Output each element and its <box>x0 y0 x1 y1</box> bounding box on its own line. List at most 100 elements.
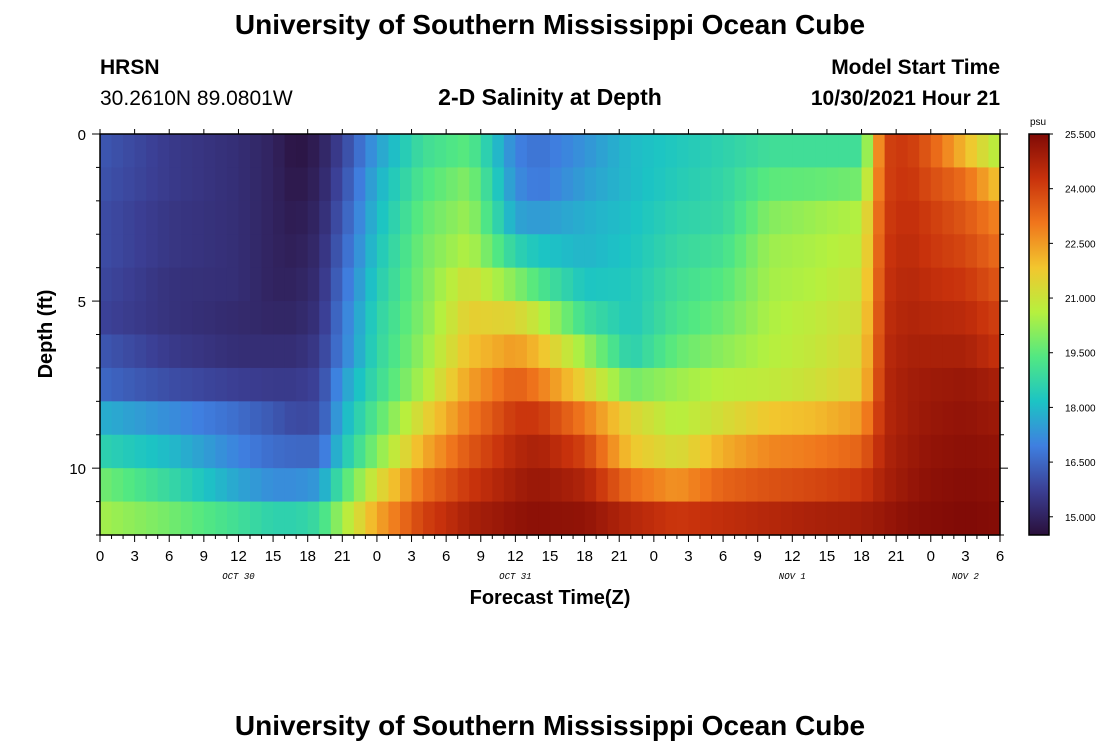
heatmap-cell <box>550 468 563 503</box>
heatmap-cell <box>723 468 736 503</box>
heatmap-cell <box>515 301 528 336</box>
heatmap-cell <box>976 200 990 235</box>
heatmap-cell <box>607 434 620 469</box>
heatmap-cell <box>665 401 678 436</box>
heatmap-cell <box>342 434 355 469</box>
heatmap-cell <box>665 267 678 302</box>
heatmap-cell <box>376 301 390 336</box>
heatmap-cell <box>353 434 366 469</box>
heatmap-cell <box>538 367 551 402</box>
heatmap-cell <box>284 501 297 536</box>
heatmap-cell <box>434 501 447 536</box>
heatmap-cell <box>376 367 390 402</box>
heatmap-cell <box>607 367 620 402</box>
y-tick-label: 0 <box>78 127 86 144</box>
x-tick-label: 21 <box>888 548 905 565</box>
heatmap-cell <box>261 200 274 235</box>
heatmap-cell <box>665 167 678 202</box>
heatmap-cell <box>550 134 563 169</box>
heatmap-cell <box>261 134 274 169</box>
heatmap-cell <box>550 367 563 402</box>
heatmap-cell <box>942 234 955 269</box>
heatmap-cell <box>861 401 874 436</box>
heatmap-cell <box>123 501 136 536</box>
heatmap-cell <box>330 301 343 336</box>
heatmap-cell <box>238 367 251 402</box>
heatmap-cell <box>192 234 205 269</box>
heatmap-cell <box>411 301 424 336</box>
heatmap-cell <box>746 468 759 503</box>
heatmap-cell <box>146 167 159 202</box>
heatmap-cell <box>376 334 390 369</box>
heatmap-cell <box>123 434 136 469</box>
heatmap-cell <box>953 134 966 169</box>
heatmap-cell <box>907 434 920 469</box>
heatmap-cell <box>700 167 713 202</box>
heatmap-cell <box>688 134 701 169</box>
heatmap-cell <box>711 434 724 469</box>
model-start-time: 10/30/2021 Hour 21 <box>810 87 1000 110</box>
heatmap-cell <box>307 301 320 336</box>
heatmap-cell <box>653 334 666 369</box>
heatmap-cell <box>746 234 759 269</box>
heatmap-cell <box>757 234 770 269</box>
heatmap-cell <box>653 367 666 402</box>
heatmap-cell <box>803 334 816 369</box>
heatmap-cell <box>584 334 597 369</box>
heatmap-cell <box>284 367 297 402</box>
heatmap-cell <box>838 167 851 202</box>
heatmap-cell <box>919 301 932 336</box>
heatmap-cell <box>365 468 378 503</box>
heatmap-cell <box>226 167 240 202</box>
heatmap-cell <box>215 401 228 436</box>
heatmap-cell <box>803 234 816 269</box>
heatmap-cell <box>596 234 609 269</box>
heatmap-cell <box>411 401 424 436</box>
heatmap-cell <box>250 301 263 336</box>
x-tick-label: 0 <box>373 548 381 565</box>
heatmap-cell <box>573 200 586 235</box>
heatmap-cell <box>365 501 378 536</box>
heatmap-cell <box>400 434 413 469</box>
heatmap-cell <box>434 434 447 469</box>
heatmap-cell <box>723 134 736 169</box>
heatmap-cell <box>792 267 805 302</box>
heatmap-cell <box>838 301 851 336</box>
heatmap-cell <box>884 134 897 169</box>
heatmap-cell <box>411 367 424 402</box>
heatmap-cell <box>976 234 990 269</box>
heatmap-cell <box>919 234 932 269</box>
heatmap-cell <box>815 501 828 536</box>
heatmap-cell <box>457 234 470 269</box>
heatmap-cell <box>907 167 920 202</box>
heatmap-cell <box>111 468 124 503</box>
heatmap-cell <box>550 401 563 436</box>
heatmap-cell <box>434 200 447 235</box>
heatmap-cell <box>653 501 666 536</box>
heatmap-cell <box>284 200 297 235</box>
heatmap-cell <box>423 200 436 235</box>
heatmap-cell <box>123 468 136 503</box>
heatmap-cell <box>434 167 447 202</box>
heatmap-cell <box>596 434 609 469</box>
heatmap-cell <box>284 334 297 369</box>
heatmap-cell <box>457 367 470 402</box>
heatmap-cell <box>203 367 216 402</box>
y-tick-label: 5 <box>78 294 86 311</box>
heatmap-cell <box>607 501 620 536</box>
heatmap-cell <box>238 267 251 302</box>
heatmap-cell <box>353 167 366 202</box>
heatmap-cell <box>976 468 990 503</box>
heatmap-cell <box>630 334 643 369</box>
heatmap-cell <box>250 367 263 402</box>
heatmap-cell <box>261 234 274 269</box>
heatmap-cell <box>919 134 932 169</box>
heatmap-cell <box>734 334 747 369</box>
heatmap-cell <box>942 468 955 503</box>
heatmap-cell <box>319 334 332 369</box>
heatmap-cell <box>146 501 159 536</box>
heatmap-cell <box>215 367 228 402</box>
date-label: NOV 1 <box>779 572 806 582</box>
heatmap-cell <box>838 367 851 402</box>
heatmap-cell <box>515 200 528 235</box>
